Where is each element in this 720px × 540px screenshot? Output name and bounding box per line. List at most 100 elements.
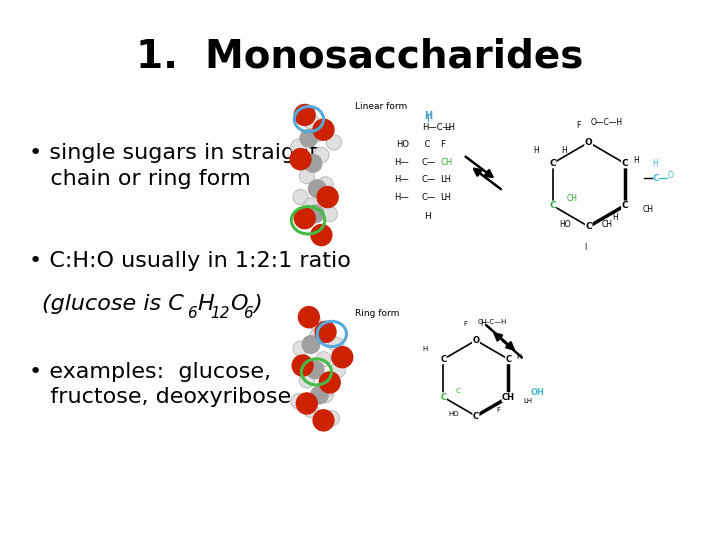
Circle shape: [300, 373, 315, 388]
Circle shape: [318, 186, 338, 207]
Text: H: H: [517, 354, 522, 360]
Text: (glucose is C: (glucose is C: [42, 294, 184, 314]
Text: • examples:  glucose,
   fructose, deoxyribose: • examples: glucose, fructose, deoxyribo…: [29, 362, 291, 407]
Text: C—: C—: [422, 176, 436, 184]
Text: Linear form: Linear form: [355, 102, 407, 111]
Circle shape: [313, 410, 334, 431]
Text: C: C: [549, 159, 556, 168]
Circle shape: [305, 154, 322, 172]
Text: H: H: [612, 213, 618, 222]
Text: H: H: [423, 346, 428, 352]
Text: C: C: [473, 411, 479, 421]
Text: 12: 12: [210, 306, 230, 321]
Circle shape: [300, 129, 318, 147]
Text: H: H: [561, 146, 567, 155]
Text: H—: H—: [395, 193, 409, 202]
Text: 6: 6: [243, 306, 253, 321]
Text: O: O: [230, 294, 248, 314]
Circle shape: [305, 314, 320, 329]
Text: OH: OH: [530, 388, 544, 397]
Text: H: H: [633, 157, 639, 165]
Text: C: C: [621, 159, 628, 168]
Text: H: H: [534, 146, 539, 155]
Text: C: C: [422, 140, 433, 149]
Circle shape: [311, 225, 332, 246]
Circle shape: [315, 321, 336, 342]
Text: F: F: [441, 140, 445, 149]
Circle shape: [294, 104, 315, 125]
Circle shape: [302, 336, 320, 353]
Circle shape: [323, 206, 337, 221]
Circle shape: [297, 393, 318, 414]
Circle shape: [316, 352, 331, 367]
Circle shape: [320, 381, 336, 396]
Text: C: C: [652, 174, 659, 183]
Text: O: O: [472, 336, 480, 345]
Text: CH: CH: [441, 158, 453, 167]
Circle shape: [291, 139, 306, 154]
Text: H: H: [425, 212, 431, 220]
Circle shape: [314, 147, 329, 163]
Text: H—: H—: [395, 176, 409, 184]
Circle shape: [300, 168, 315, 184]
Circle shape: [326, 135, 341, 150]
Text: C—: C—: [422, 158, 436, 167]
Text: H—: H—: [395, 158, 409, 167]
Text: I: I: [585, 243, 587, 252]
Text: C—: C—: [422, 193, 436, 202]
Circle shape: [310, 328, 325, 343]
Circle shape: [318, 388, 333, 403]
Circle shape: [332, 347, 353, 368]
Text: O—C—H: O—C—H: [478, 319, 508, 325]
Text: LH: LH: [445, 123, 456, 132]
Text: C: C: [505, 355, 511, 364]
Circle shape: [310, 126, 325, 141]
Text: HO: HO: [559, 220, 571, 228]
Text: LH: LH: [523, 399, 532, 404]
Text: H: H: [652, 159, 658, 167]
Circle shape: [307, 361, 324, 379]
Circle shape: [330, 362, 346, 377]
Text: H: H: [480, 319, 486, 328]
Circle shape: [310, 386, 328, 404]
Text: LH: LH: [441, 193, 451, 202]
Text: CH: CH: [567, 194, 578, 204]
Text: CH: CH: [502, 393, 515, 402]
Text: 6: 6: [187, 306, 197, 321]
Circle shape: [294, 207, 315, 228]
Text: O: O: [585, 138, 593, 147]
Text: ): ): [253, 294, 262, 314]
Text: CH: CH: [601, 220, 612, 228]
Text: H: H: [424, 111, 432, 121]
Circle shape: [328, 337, 343, 352]
Text: HO: HO: [449, 411, 459, 417]
Text: C: C: [441, 393, 446, 402]
Circle shape: [293, 341, 308, 356]
Text: LH: LH: [441, 176, 451, 184]
Circle shape: [313, 119, 334, 140]
Text: C: C: [549, 201, 556, 210]
Circle shape: [291, 394, 306, 409]
Circle shape: [303, 114, 318, 129]
Circle shape: [299, 307, 320, 328]
Circle shape: [290, 148, 311, 170]
Text: F: F: [576, 120, 580, 130]
Circle shape: [319, 372, 340, 393]
Text: 1.  Monosaccharides: 1. Monosaccharides: [136, 38, 584, 76]
Text: C: C: [585, 222, 592, 231]
Text: O—C—H: O—C—H: [590, 118, 623, 127]
Text: Ring form: Ring form: [355, 309, 399, 318]
Text: CH: CH: [643, 205, 654, 214]
Text: O: O: [667, 171, 673, 180]
Circle shape: [307, 205, 324, 223]
Text: • C:H:O usually in 1:2:1 ratio: • C:H:O usually in 1:2:1 ratio: [29, 251, 351, 271]
Circle shape: [292, 355, 313, 376]
Circle shape: [293, 190, 308, 205]
Text: C: C: [621, 201, 628, 210]
Text: H—C—: H—C—: [422, 123, 451, 132]
Circle shape: [303, 198, 318, 213]
Circle shape: [303, 402, 318, 417]
Circle shape: [318, 177, 333, 192]
Text: C: C: [441, 355, 446, 364]
Text: F: F: [464, 321, 467, 327]
